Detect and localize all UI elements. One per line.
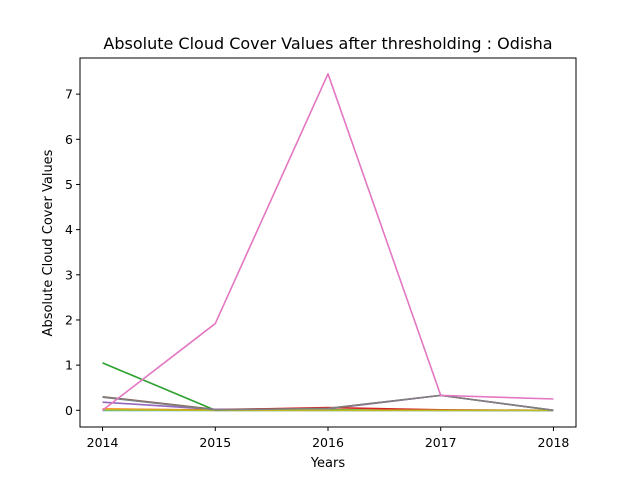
- chart-title: Absolute Cloud Cover Values after thresh…: [103, 34, 552, 53]
- y-axis-ticks: 0 1 2 3 4 5 6 7: [65, 87, 80, 418]
- y-axis-label: Absolute Cloud Cover Values: [41, 149, 56, 336]
- x-tick-label: 2016: [312, 435, 344, 450]
- x-tick-label: 2017: [425, 435, 457, 450]
- plot-area-frame: [79, 57, 577, 428]
- y-tick-label: 3: [65, 267, 73, 282]
- x-tick-label: 2015: [199, 435, 231, 450]
- y-tick-label: 1: [65, 358, 73, 373]
- series-layer: [102, 73, 554, 412]
- series-line-9: [102, 394, 554, 412]
- y-tick-label: 0: [65, 403, 73, 418]
- y-tick-label: 4: [65, 222, 73, 237]
- series-line-1: [102, 362, 554, 412]
- y-tick-label: 5: [65, 177, 73, 192]
- series-line-10: [102, 73, 554, 411]
- x-tick-label: 2014: [87, 435, 119, 450]
- y-tick-label: 2: [65, 312, 73, 327]
- y-tick-label: 7: [65, 87, 73, 102]
- x-axis-ticks: 2014 2015 2016 2017 2018: [87, 427, 570, 450]
- x-tick-label: 2018: [538, 435, 570, 450]
- x-axis-label: Years: [310, 456, 346, 471]
- y-tick-label: 6: [65, 132, 73, 147]
